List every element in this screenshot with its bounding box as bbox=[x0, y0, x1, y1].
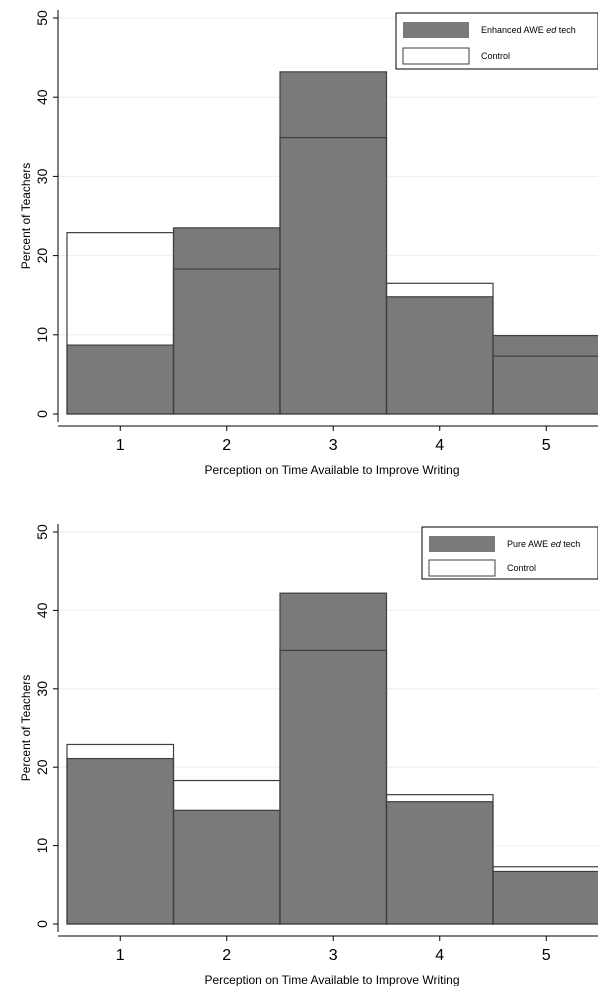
chart2-y-tick-label-10: 10 bbox=[34, 838, 50, 854]
chart1-y-tick-label-30: 30 bbox=[34, 168, 50, 184]
chart1-y-tick-label-40: 40 bbox=[34, 89, 50, 105]
chart2-legend-swatch-2 bbox=[428, 559, 496, 577]
chart1-bar-treatment-2 bbox=[172, 227, 281, 415]
chart1-y-tick-label-50: 50 bbox=[34, 10, 50, 26]
chart1-y-axis-title: Percent of Teachers bbox=[19, 163, 33, 270]
chart2-bar-control-5 bbox=[492, 866, 598, 925]
chart1-x-tick-label-1: 1 bbox=[116, 437, 125, 454]
chart1-bar-treatment-5 bbox=[492, 334, 598, 415]
chart2-bar-control-4 bbox=[385, 794, 494, 925]
chart1-legend-label-1: Enhanced AWE ed tech bbox=[481, 25, 576, 35]
chart2-legend-swatch-1 bbox=[429, 536, 495, 552]
chart1-legend-swatch-2 bbox=[402, 47, 470, 65]
chart1: 0 10 20 30 40 50 1 2 3 4 5 Perception on Time Avail… bbox=[19, 10, 598, 477]
chart1-legend-swatch-1 bbox=[403, 22, 469, 38]
chart2-x-tick-label-4: 4 bbox=[435, 947, 444, 964]
chart1-y-tick-label-10: 10 bbox=[34, 327, 50, 343]
chart1-x-axis-title: Perception on Time Available to Improve … bbox=[204, 463, 459, 477]
chart2-bar-treatment-1 bbox=[66, 757, 175, 925]
chart2-y-tick-label-0: 0 bbox=[34, 920, 50, 928]
chart2-x-axis-title: Perception on Time Available to Improve … bbox=[204, 973, 459, 986]
chart1-legend-label-2: Control bbox=[481, 51, 510, 61]
chart1-bar-control-3 bbox=[279, 136, 388, 415]
chart2-bar-treatment-2 bbox=[172, 809, 281, 925]
chart2-legend: Pure AWE ed tech Control bbox=[421, 526, 598, 580]
chart2-bar-treatment-5 bbox=[492, 870, 598, 925]
chart2-x-tick-label-5: 5 bbox=[542, 947, 551, 964]
chart2-y-tick-label-50: 50 bbox=[34, 524, 50, 540]
chart2-legend-label-2: Control bbox=[507, 563, 536, 573]
chart1-bar-treatment-1 bbox=[66, 344, 175, 415]
chart1-bar-control-4 bbox=[385, 282, 494, 415]
chart1-x-tick-label-3: 3 bbox=[329, 437, 338, 454]
chart2: 0 10 20 30 40 50 1 2 3 4 5 Perception on Time Avail… bbox=[19, 524, 598, 986]
chart1-bar-control-5 bbox=[492, 355, 598, 415]
chart2-y-tick-label-30: 30 bbox=[34, 681, 50, 697]
chart2-bar-treatment-4 bbox=[385, 801, 494, 925]
chart1-bar-treatment-3 bbox=[279, 71, 388, 415]
chart2-x-tick-label-1: 1 bbox=[116, 947, 125, 964]
chart2-x-tick-label-3: 3 bbox=[329, 947, 338, 964]
chart1-y-tick-label-20: 20 bbox=[34, 248, 50, 264]
chart1-x-tick-label-5: 5 bbox=[542, 437, 551, 454]
chart1-legend: Enhanced AWE ed tech Control bbox=[395, 12, 598, 70]
chart1-bar-treatment-4 bbox=[385, 296, 494, 415]
chart2-legend-label-1: Pure AWE ed tech bbox=[507, 539, 580, 549]
chart2-y-axis-title: Percent of Teachers bbox=[19, 675, 33, 782]
chart2-bar-control-3 bbox=[279, 649, 388, 925]
chart2-x-tick-label-2: 2 bbox=[222, 947, 231, 964]
chart2-bar-treatment-3 bbox=[279, 592, 388, 925]
chart1-x-tick-label-2: 2 bbox=[222, 437, 231, 454]
chart1-x-tick-label-4: 4 bbox=[435, 437, 444, 454]
chart2-y-tick-label-20: 20 bbox=[34, 759, 50, 775]
chart2-y-tick-label-40: 40 bbox=[34, 602, 50, 618]
chart1-y-tick-label-0: 0 bbox=[34, 410, 50, 418]
